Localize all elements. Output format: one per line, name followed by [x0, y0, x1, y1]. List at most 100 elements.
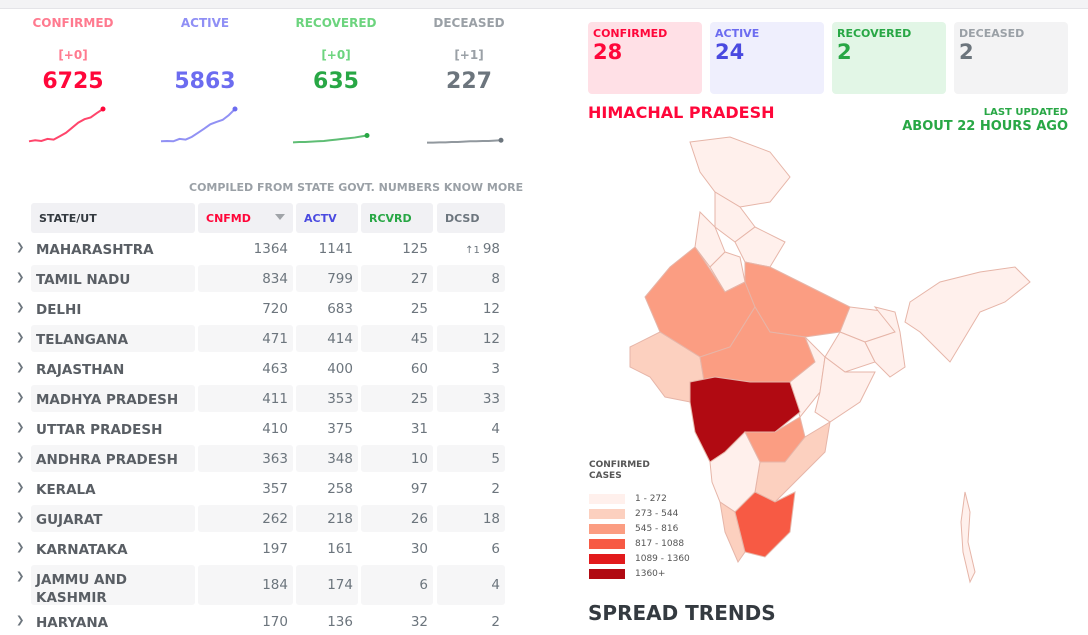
row-confirmed: 1364 [253, 241, 288, 257]
row-recovered: 27 [361, 265, 433, 292]
row-deceased: 4 [437, 565, 505, 605]
row-state-name: DELHI [36, 302, 82, 318]
row-deceased-value: 33 [482, 391, 500, 407]
row-active: 218 [296, 505, 358, 532]
chevron-right-icon[interactable]: ❯ [16, 422, 25, 433]
legend-label: 817 - 1088 [635, 539, 685, 549]
row-deceased: 8 [437, 265, 505, 292]
table-row[interactable]: ❯ TAMIL NADU 834 799 27 8 [16, 265, 505, 292]
chevron-right-icon[interactable]: ❯ [16, 571, 25, 582]
row-deceased-value: 3 [491, 361, 500, 377]
table-row[interactable]: ❯ HARYANA 170 136 32 2 [16, 608, 505, 635]
state-confirmed-box: CONFIRMED 28 [588, 22, 702, 94]
chevron-right-icon[interactable]: ❯ [16, 362, 25, 373]
row-deceased-value: 4 [491, 421, 500, 437]
table-row[interactable]: ❯ ANDHRA PRADESH 363 348 10 5 [16, 445, 505, 472]
last-updated-value: ABOUT 22 HOURS AGO [902, 119, 1068, 134]
map-region-tamil-nadu[interactable] [734, 491, 796, 558]
map-region-islands[interactable] [960, 491, 976, 584]
map-region-odisha[interactable] [814, 356, 876, 423]
row-deceased: ↑1 98 [437, 235, 505, 262]
table-row[interactable]: ❯ KERALA 357 258 97 2 [16, 475, 505, 502]
level-deceased-label: DECEASED [433, 16, 505, 30]
row-confirmed: 170 [262, 614, 288, 630]
chevron-right-icon[interactable]: ❯ [16, 332, 25, 343]
state-recovered-value: 2 [837, 40, 852, 64]
map-region-uttarakhand[interactable] [734, 226, 786, 268]
legend-swatch [589, 554, 625, 564]
chevron-right-icon[interactable]: ❯ [16, 542, 25, 553]
state-deceased-label: DECEASED [959, 27, 1025, 40]
state-recovered-label: RECOVERED [837, 27, 912, 40]
header-recovered[interactable]: RCVRD [361, 203, 433, 233]
row-active: 353 [296, 385, 358, 412]
table-row[interactable]: ❯ KARNATAKA 197 161 30 6 [16, 535, 505, 562]
row-state-name: MAHARASHTRA [36, 242, 154, 258]
map-region-jharkhand[interactable] [824, 331, 876, 373]
chevron-right-icon[interactable]: ❯ [16, 482, 25, 493]
legend-label: 545 - 816 [635, 524, 679, 534]
map-region-uttar-pradesh[interactable] [744, 261, 851, 338]
row-state-name: UTTAR PRADESH [36, 422, 163, 438]
table-row[interactable]: ❯ TELANGANA 471 414 45 12 [16, 325, 505, 352]
header-deceased[interactable]: DCSD [437, 203, 505, 233]
row-active: 258 [327, 481, 353, 497]
level-deceased-value: 227 [446, 69, 492, 94]
table-row[interactable]: ❯ MADHYA PRADESH 411 353 25 33 [16, 385, 505, 412]
row-recovered: 26 [361, 505, 433, 532]
row-deceased-value: 5 [491, 451, 500, 467]
sparkline-active [160, 106, 238, 143]
compiled-note[interactable]: COMPILED FROM STATE GOVT. NUMBERS KNOW M… [189, 181, 524, 194]
map-region-jammu-kashmir[interactable] [689, 136, 791, 208]
map-region-kerala[interactable] [719, 500, 746, 564]
chevron-right-icon[interactable]: ❯ [16, 392, 25, 403]
row-deceased: 2 [437, 475, 505, 502]
row-deceased: 4 [437, 415, 505, 442]
row-state-name: MADHYA PRADESH [31, 385, 195, 412]
row-active: 1141 [318, 241, 353, 257]
header-active[interactable]: ACTV [296, 203, 358, 233]
row-confirmed: 262 [198, 505, 293, 532]
last-updated-label: LAST UPDATED [983, 107, 1068, 118]
level-confirmed-delta: [+0] [58, 48, 88, 62]
map-region-northeast[interactable] [904, 266, 1031, 363]
sort-down-icon [275, 214, 285, 220]
header-confirmed[interactable]: CNFMD [198, 203, 293, 233]
table-row[interactable]: ❯ JAMMU AND KASHMIR 184 174 6 4 [16, 565, 505, 606]
chevron-right-icon[interactable]: ❯ [16, 512, 25, 523]
row-active: 400 [327, 361, 353, 377]
legend-title-line2: CASES [589, 471, 622, 481]
table-row[interactable]: ❯ DELHI 720 683 25 12 [16, 295, 505, 322]
row-state-name: RAJASTHAN [36, 362, 125, 378]
chevron-right-icon[interactable]: ❯ [16, 452, 25, 463]
chevron-right-icon[interactable]: ❯ [16, 272, 25, 283]
row-deceased-value: 4 [491, 577, 500, 593]
top-bar [0, 0, 1088, 9]
sparkline-path [427, 139, 502, 144]
level-recovered-value: 635 [313, 69, 359, 94]
table-row[interactable]: ❯ UTTAR PRADESH 410 375 31 4 [16, 415, 505, 442]
table-row[interactable]: ❯ MAHARASHTRA 1364 1141 125 ↑1 98 [16, 235, 505, 262]
map-region-west-bengal[interactable] [864, 306, 906, 378]
chevron-right-icon[interactable]: ❯ [16, 242, 25, 253]
chevron-right-icon[interactable]: ❯ [16, 615, 25, 626]
legend-title: CONFIRMED CASES [589, 460, 669, 482]
row-deceased-value: 6 [491, 541, 500, 557]
row-deceased: 2 [437, 608, 505, 635]
table-row[interactable]: ❯ RAJASTHAN 463 400 60 3 [16, 355, 505, 382]
table-row[interactable]: ❯ GUJARAT 262 218 26 18 [16, 505, 505, 532]
level-recovered: RECOVERED [+0] 635 [276, 16, 396, 94]
row-deceased-value: 12 [482, 301, 500, 317]
header-state[interactable]: STATE/UT [31, 203, 195, 233]
sparkline-recovered [292, 133, 370, 144]
india-map [629, 136, 1031, 584]
sparkline-end-dot [100, 106, 106, 112]
chevron-right-icon[interactable]: ❯ [16, 302, 25, 313]
row-recovered: 97 [410, 481, 428, 497]
row-confirmed: 834 [198, 265, 293, 292]
level-active-label: ACTIVE [180, 16, 230, 30]
row-recovered: 25 [361, 385, 433, 412]
level-recovered-delta: [+0] [321, 48, 351, 62]
row-confirmed: 463 [262, 361, 288, 377]
legend-label: 1 - 272 [635, 494, 667, 504]
